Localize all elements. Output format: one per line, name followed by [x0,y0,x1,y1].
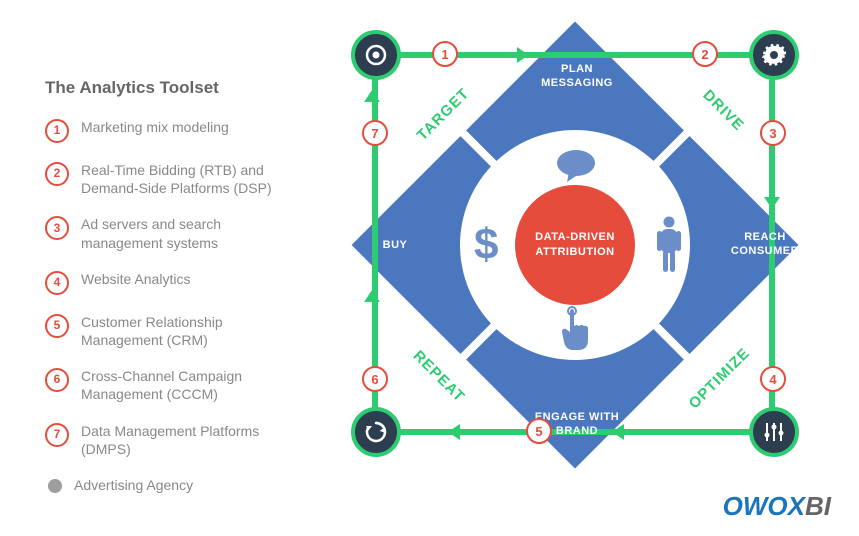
legend-title: The Analytics Toolset [45,78,295,98]
legend-badge-3: 3 [45,216,69,240]
wedge-label-left: BUY [370,238,420,252]
sliders-icon [763,421,785,443]
stage-optimize: OPTIMIZE [686,345,754,413]
wedge-label-top: PLAN MESSAGING [537,62,617,91]
speech-bubble-icon [555,148,597,184]
legend-badge-7: 7 [45,423,69,447]
legend-item: 5 Customer Relationship Management (CRM) [45,313,295,349]
flow-badge-1: 1 [432,41,458,67]
center-core: DATA-DRIVEN ATTRIBUTION [515,185,635,305]
flow-badge-4: 4 [760,366,786,392]
stage-drive: DRIVE [699,87,747,135]
legend-item: 7 Data Management Platforms (DMPS) [45,422,295,458]
legend-item: 6 Cross-Channel Campaign Management (CCC… [45,367,295,403]
legend-text: Data Management Platforms (DMPS) [81,422,295,458]
legend-panel: The Analytics Toolset 1 Marketing mix mo… [45,78,295,512]
dollar-icon: $ [474,220,498,270]
legend-text: Advertising Agency [74,476,295,494]
gear-node [749,30,799,80]
flow-arrow-icon [448,424,460,440]
legend-badge-4: 4 [45,271,69,295]
logo-suffix: BI [805,491,831,521]
legend-text: Ad servers and search management systems [81,215,295,251]
flow-badge-7: 7 [362,120,388,146]
legend-badge-6: 6 [45,368,69,392]
cycle-icon [364,420,388,444]
legend-agency-dot-icon [48,479,62,493]
legend-text: Cross-Channel Campaign Management (CCCM) [81,367,295,403]
flow-badge-3: 3 [760,120,786,146]
legend-item: 2 Real-Time Bidding (RTB) and Demand-Sid… [45,161,295,197]
legend-text: Website Analytics [81,270,295,288]
person-icon [656,216,682,274]
legend-badge-5: 5 [45,314,69,338]
flow-badge-5: 5 [526,418,552,444]
hand-tap-icon [559,306,593,352]
cycle-node [351,407,401,457]
sliders-node [749,407,799,457]
legend-badge-1: 1 [45,119,69,143]
flow-arrow-icon [364,90,380,102]
legend-text: Marketing mix modeling [81,118,295,136]
legend-item: 1 Marketing mix modeling [45,118,295,143]
legend-item: 4 Website Analytics [45,270,295,295]
legend-item-agency: Advertising Agency [45,476,295,494]
target-icon [364,43,388,67]
flow-badge-6: 6 [362,366,388,392]
flow-arrow-icon [517,47,529,63]
flow-arrow-icon [764,197,780,209]
gear-icon [762,43,786,67]
legend-text: Customer Relationship Management (CRM) [81,313,295,349]
target-node [351,30,401,80]
diagram: PLAN MESSAGING REACH CONSUMER ENGAGE WIT… [330,10,820,480]
legend-text: Real-Time Bidding (RTB) and Demand-Side … [81,161,295,197]
wedge-label-right: REACH CONSUMER [725,230,805,259]
legend-badge-2: 2 [45,162,69,186]
center-label: DATA-DRIVEN ATTRIBUTION [525,230,625,261]
flow-badge-2: 2 [692,41,718,67]
owox-logo: OWOXBI [723,491,831,522]
legend-item: 3 Ad servers and search management syste… [45,215,295,251]
logo-brand: OWOX [723,491,805,521]
flow-arrow-icon [364,290,380,302]
